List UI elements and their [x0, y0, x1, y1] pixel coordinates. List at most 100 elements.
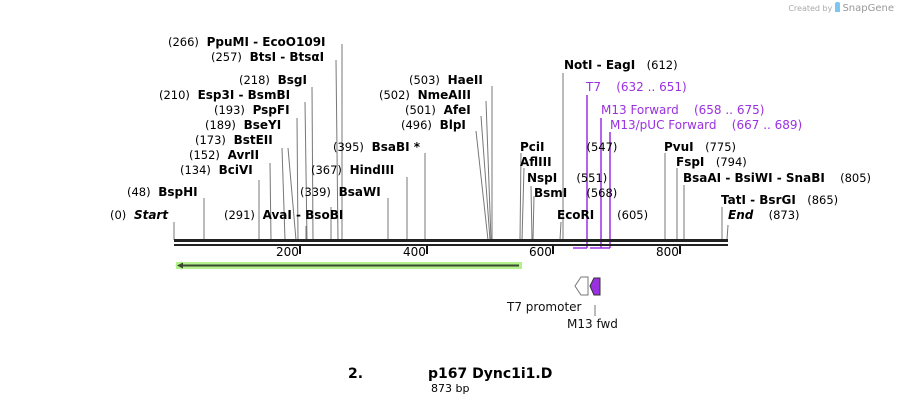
sequence-index: 2. [348, 366, 364, 382]
site-position: (210) [159, 88, 190, 102]
site-tati[interactable]: TatI - BsrGI (865) [721, 193, 838, 207]
site-position: (775) [705, 140, 737, 154]
enzyme-name: AvaI - BsoBI [262, 208, 344, 222]
enzyme-name: BsaBI * [371, 140, 421, 154]
site-start[interactable]: (0) Start [110, 208, 168, 222]
ruler-tick-400: 400 [403, 245, 426, 259]
primer-t7[interactable]: T7 (632 .. 651) [586, 80, 687, 94]
enzyme-name: NspI [527, 171, 558, 185]
site-avrii[interactable]: (152) AvrII [189, 148, 259, 162]
site-position: (367) [311, 163, 342, 177]
site-position: (865) [807, 193, 839, 207]
orf-arrow [175, 261, 522, 270]
primer-name: T7 [586, 80, 601, 94]
site-position: (502) [379, 88, 410, 102]
site-position: (0) [110, 208, 127, 222]
m13-fwd-feature [589, 277, 601, 316]
enzyme-name: HindIII [349, 163, 395, 177]
site-position: (218) [239, 73, 270, 87]
start-label: Start [133, 208, 169, 222]
site-noti[interactable]: NotI - EagI (612) [564, 58, 678, 72]
enzyme-name: PciI [520, 140, 545, 154]
enzyme-name: NotI - EagI [564, 58, 636, 72]
enzyme-name: BsmI [534, 186, 568, 200]
site-position: (266) [168, 35, 199, 49]
site-position: (805) [840, 171, 872, 185]
site-fspi[interactable]: FspI (794) [676, 155, 747, 169]
site-position: (134) [180, 163, 211, 177]
site-position: (189) [205, 118, 236, 132]
primer-lines [573, 95, 611, 249]
created-by-text: Created by [788, 4, 833, 13]
site-lines [173, 44, 729, 241]
feature-label-m13-fwd[interactable]: M13 fwd [567, 317, 618, 331]
primer-name: M13 Forward [601, 103, 679, 117]
site-end[interactable]: End (873) [728, 208, 800, 222]
enzyme-name: AfeI [443, 103, 471, 117]
site-bsteii[interactable]: (173) BstEII [195, 133, 273, 147]
site-esp3i[interactable]: (210) Esp3I - BsmBI [159, 88, 290, 102]
ruler-tick-600: 600 [529, 245, 552, 259]
snapgene-brand-text: SnapGene [842, 3, 894, 14]
site-nspi[interactable]: NspI (551) [527, 171, 607, 185]
primer-m13-forward[interactable]: M13 Forward (658 .. 675) [601, 103, 764, 117]
ruler-tick-800: 800 [656, 245, 679, 259]
site-bcivi[interactable]: (134) BciVI [180, 163, 253, 177]
primer-range: (632 .. 651) [616, 80, 687, 94]
site-avai[interactable]: (291) AvaI - BsoBI [224, 208, 343, 222]
enzyme-name: PvuI [664, 140, 694, 154]
site-bsgi[interactable]: (218) BsgI [239, 73, 307, 87]
enzyme-name: BsaAI - BsiWI - SnaBI [683, 171, 825, 185]
site-bsphi[interactable]: (48) BspHI [127, 185, 198, 199]
site-position: (794) [715, 155, 747, 169]
enzyme-name: BsgI [277, 73, 307, 87]
site-afliii[interactable]: AflIII [520, 155, 552, 169]
enzyme-name: NmeAIII [417, 88, 471, 102]
site-pvui[interactable]: PvuI (775) [664, 140, 736, 154]
site-position: (568) [586, 186, 618, 200]
site-position: (193) [214, 103, 245, 117]
site-position: (501) [405, 103, 436, 117]
site-position: (173) [195, 133, 226, 147]
site-bsawi[interactable]: (339) BsaWI [300, 185, 381, 199]
site-pspfi[interactable]: (193) PspFI [214, 103, 290, 117]
enzyme-name: BseYI [243, 118, 282, 132]
primer-range: (658 .. 675) [693, 103, 765, 117]
site-btsi[interactable]: (257) BtsI - BtsαI [211, 50, 324, 64]
site-haeii[interactable]: (503) HaeII [409, 73, 483, 87]
enzyme-name: AflIII [520, 155, 552, 169]
site-position: (503) [409, 73, 440, 87]
enzyme-name: BstEII [233, 133, 273, 147]
sequence-name: p167 Dync1i1.D [428, 366, 553, 382]
site-position: (873) [768, 208, 800, 222]
site-position: (496) [401, 118, 432, 132]
site-nmeaiii[interactable]: (502) NmeAIII [379, 88, 471, 102]
enzyme-name: BsaWI [338, 185, 381, 199]
site-ppumi[interactable]: (266) PpuMI - EcoO109I [168, 35, 326, 49]
site-bsmi[interactable]: BsmI (568) [534, 186, 617, 200]
site-position: (291) [224, 208, 255, 222]
enzyme-name: FspI [676, 155, 705, 169]
site-ecori[interactable]: EcoRI (605) [557, 208, 648, 222]
brand-watermark: Created by SnapGene [788, 2, 894, 14]
feature-label-t7-promoter[interactable]: T7 promoter [507, 300, 582, 314]
site-bsaai[interactable]: BsaAI - BsiWI - SnaBI (805) [683, 171, 871, 185]
sequence-backbone [174, 239, 728, 246]
site-hindiii[interactable]: (367) HindIII [311, 163, 394, 177]
site-position: (612) [646, 58, 678, 72]
enzyme-name: BlpI [439, 118, 466, 132]
snapgene-logo-icon [834, 2, 840, 12]
site-pcii[interactable]: PciI (547) [520, 140, 617, 154]
end-label: End [728, 208, 754, 222]
site-afei[interactable]: (501) AfeI [405, 103, 471, 117]
site-position: (339) [300, 185, 331, 199]
site-bseyi[interactable]: (189) BseYI [205, 118, 281, 132]
site-position: (48) [127, 185, 151, 199]
enzyme-name: EcoRI [557, 208, 595, 222]
site-bsabi[interactable]: (395) BsaBI * [333, 140, 420, 154]
primer-m13-puc-forward[interactable]: M13/pUC Forward (667 .. 689) [610, 118, 802, 132]
enzyme-name: HaeII [447, 73, 483, 87]
site-position: (551) [576, 171, 608, 185]
site-blpi[interactable]: (496) BlpI [401, 118, 466, 132]
enzyme-name: PspFI [252, 103, 290, 117]
